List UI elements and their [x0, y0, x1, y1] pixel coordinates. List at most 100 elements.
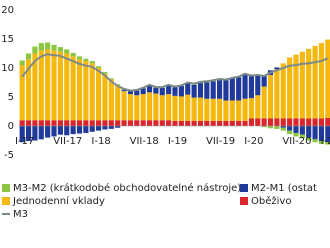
bar-segment [318, 141, 325, 144]
bar-segment [121, 91, 127, 121]
bar-segment [325, 117, 330, 126]
bar-segment [178, 120, 184, 126]
bar-segment [299, 126, 305, 135]
bar-segment [153, 87, 159, 94]
bar-segment [64, 49, 70, 54]
bar-segment [191, 97, 197, 121]
bar-segment [255, 95, 261, 119]
bar-segment [293, 132, 299, 137]
bar-segment [191, 84, 197, 98]
bar-segment [223, 100, 229, 121]
bar-segment [32, 126, 38, 141]
legend-label: M2-M1 (ostat [251, 183, 317, 194]
bar-segment [287, 126, 293, 131]
bar-segment [318, 43, 325, 119]
bar-segment [70, 126, 76, 135]
bar-segment [325, 142, 330, 145]
bar-segment [172, 87, 178, 96]
bar-segment [57, 47, 63, 52]
bar-segment [96, 126, 102, 131]
bar-segment [83, 120, 89, 126]
bar-segment [38, 50, 44, 121]
bar-segment [134, 120, 140, 126]
bar-segment [172, 95, 178, 121]
bar-segment [51, 126, 57, 137]
bar-segment [57, 120, 63, 126]
bar-segment [318, 126, 325, 142]
bar-segment [255, 118, 261, 126]
bar-segment [89, 61, 95, 64]
bar-segment [140, 120, 146, 126]
x-tick-label: VII-17 [53, 136, 82, 147]
bar-segment [210, 81, 216, 99]
bar-segment [312, 139, 318, 143]
bar-segment [102, 126, 108, 130]
bar-segment [19, 65, 25, 121]
legend-label: Jednodenní vklady [12, 195, 105, 207]
bar-segment [102, 120, 108, 126]
y-tick-label: -5 [4, 150, 14, 161]
bar-segment [274, 67, 280, 70]
bar-segment [166, 120, 172, 126]
x-tick-label: VII-18 [130, 136, 159, 147]
bar-segment [127, 94, 134, 121]
bar-segment [197, 97, 204, 121]
bar-segment [89, 126, 95, 132]
x-tick-label: I-20 [244, 136, 263, 147]
bar-segment [140, 94, 146, 121]
bar-segment [229, 78, 235, 101]
bar-segment [306, 48, 312, 119]
bar-segment [312, 45, 318, 119]
bar-segment [45, 120, 51, 126]
bar-segment [312, 126, 318, 140]
bar-segment [25, 59, 32, 121]
bar-segment [280, 118, 286, 126]
bar-segment [76, 120, 83, 126]
bar-segment [159, 87, 165, 96]
bar-segment [108, 78, 114, 80]
bar-segment [178, 96, 184, 121]
bar-segment [261, 118, 267, 126]
legend-swatch [2, 184, 10, 192]
bar-segment [51, 50, 57, 121]
bar-segment [197, 83, 204, 98]
bar-segment [287, 118, 293, 126]
bar-segment [153, 93, 159, 121]
bar-segment [204, 82, 210, 99]
bar-segment [102, 73, 108, 121]
bar-segment [242, 120, 248, 126]
x-tick-label: I-2 [321, 136, 330, 147]
x-tick-label: I-18 [91, 136, 110, 147]
bar-segment [25, 53, 32, 60]
bar-segment [121, 90, 127, 92]
bar-segment [108, 79, 114, 121]
bar-segment [274, 126, 280, 129]
bar-segment [261, 126, 267, 128]
bar-segment [280, 63, 286, 119]
bar-segment [76, 59, 83, 121]
x-tick-label: I-19 [168, 136, 187, 147]
bar-segment [19, 120, 25, 126]
bar-segment [166, 85, 172, 95]
bar-segment [299, 134, 305, 139]
bar-segment [280, 126, 286, 128]
bar-segment [121, 120, 127, 126]
bar-segment [306, 126, 312, 138]
bar-segment [236, 100, 242, 121]
bar-segment [146, 92, 153, 121]
bar-segment [57, 126, 63, 135]
bar-segment [115, 126, 121, 128]
bar-segment [261, 86, 267, 119]
bar-segment [108, 126, 114, 129]
bar-segment [64, 120, 70, 126]
x-tick-label: VII-20 [282, 136, 311, 147]
bar-segment [108, 120, 114, 126]
bar-segment [325, 126, 330, 143]
bar-segment [223, 80, 229, 101]
bar-segment [293, 118, 299, 126]
legend-swatch [2, 197, 10, 205]
line-series [21, 53, 329, 92]
bar-segment [102, 72, 108, 74]
bar-segment [134, 95, 140, 121]
